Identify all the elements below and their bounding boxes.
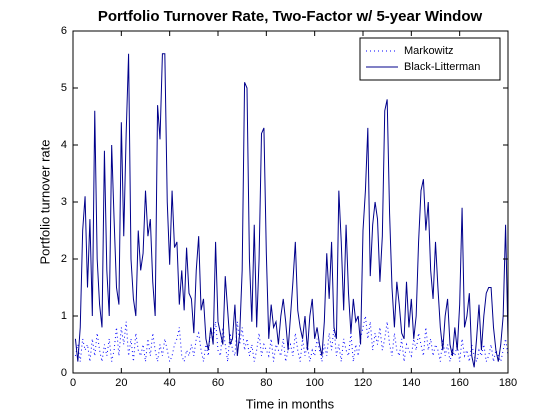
x-tick-label: 0 <box>70 377 76 389</box>
x-tick-label: 40 <box>164 377 176 389</box>
x-tick-label: 80 <box>260 377 272 389</box>
y-tick-label: 3 <box>61 196 67 208</box>
y-tick-label: 2 <box>61 253 67 265</box>
legend-label: Black-Litterman <box>404 61 480 73</box>
y-axis-label: Portfolio turnover rate <box>37 139 52 264</box>
y-tick-label: 4 <box>61 139 67 151</box>
legend-label: Markowitz <box>404 45 454 57</box>
x-tick-label: 100 <box>305 377 323 389</box>
chart-title: Portfolio Turnover Rate, Two-Factor w/ 5… <box>98 8 483 25</box>
y-tick-label: 5 <box>61 82 67 94</box>
y-tick-label: 1 <box>61 310 67 322</box>
x-tick-label: 120 <box>354 377 372 389</box>
legend: Markowitz Black-Litterman <box>359 37 501 81</box>
y-tick-label: 6 <box>61 25 67 37</box>
x-tick-label: 20 <box>115 377 127 389</box>
x-tick-label: 60 <box>212 377 224 389</box>
x-tick-label: 180 <box>499 377 517 389</box>
x-axis-label: Time in months <box>246 396 335 411</box>
data-line <box>74 53 509 368</box>
x-tick-label: 160 <box>450 377 468 389</box>
x-tick-label: 140 <box>402 377 420 389</box>
y-tick-label: 0 <box>61 367 67 379</box>
legend-box <box>359 37 501 81</box>
